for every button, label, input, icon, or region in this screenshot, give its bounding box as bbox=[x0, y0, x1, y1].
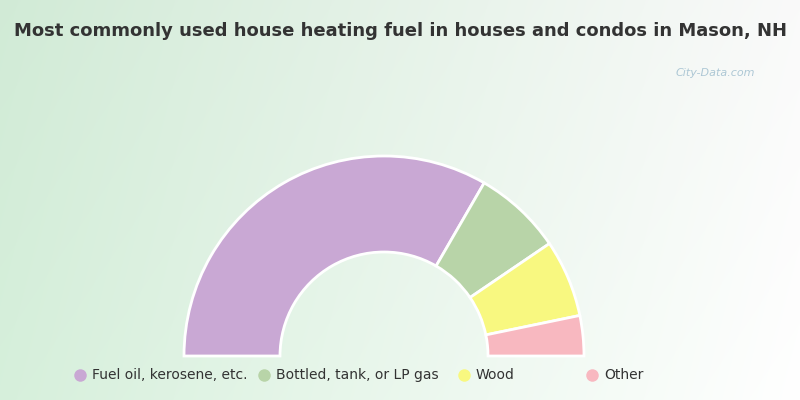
Text: Wood: Wood bbox=[476, 368, 515, 382]
Wedge shape bbox=[184, 156, 484, 356]
Text: Other: Other bbox=[604, 368, 643, 382]
Text: Bottled, tank, or LP gas: Bottled, tank, or LP gas bbox=[276, 368, 438, 382]
Text: City-Data.com: City-Data.com bbox=[675, 68, 755, 78]
Wedge shape bbox=[486, 316, 584, 356]
Wedge shape bbox=[470, 244, 580, 335]
Text: Fuel oil, kerosene, etc.: Fuel oil, kerosene, etc. bbox=[92, 368, 247, 382]
Text: Most commonly used house heating fuel in houses and condos in Mason, NH: Most commonly used house heating fuel in… bbox=[14, 22, 786, 40]
Wedge shape bbox=[436, 183, 550, 298]
